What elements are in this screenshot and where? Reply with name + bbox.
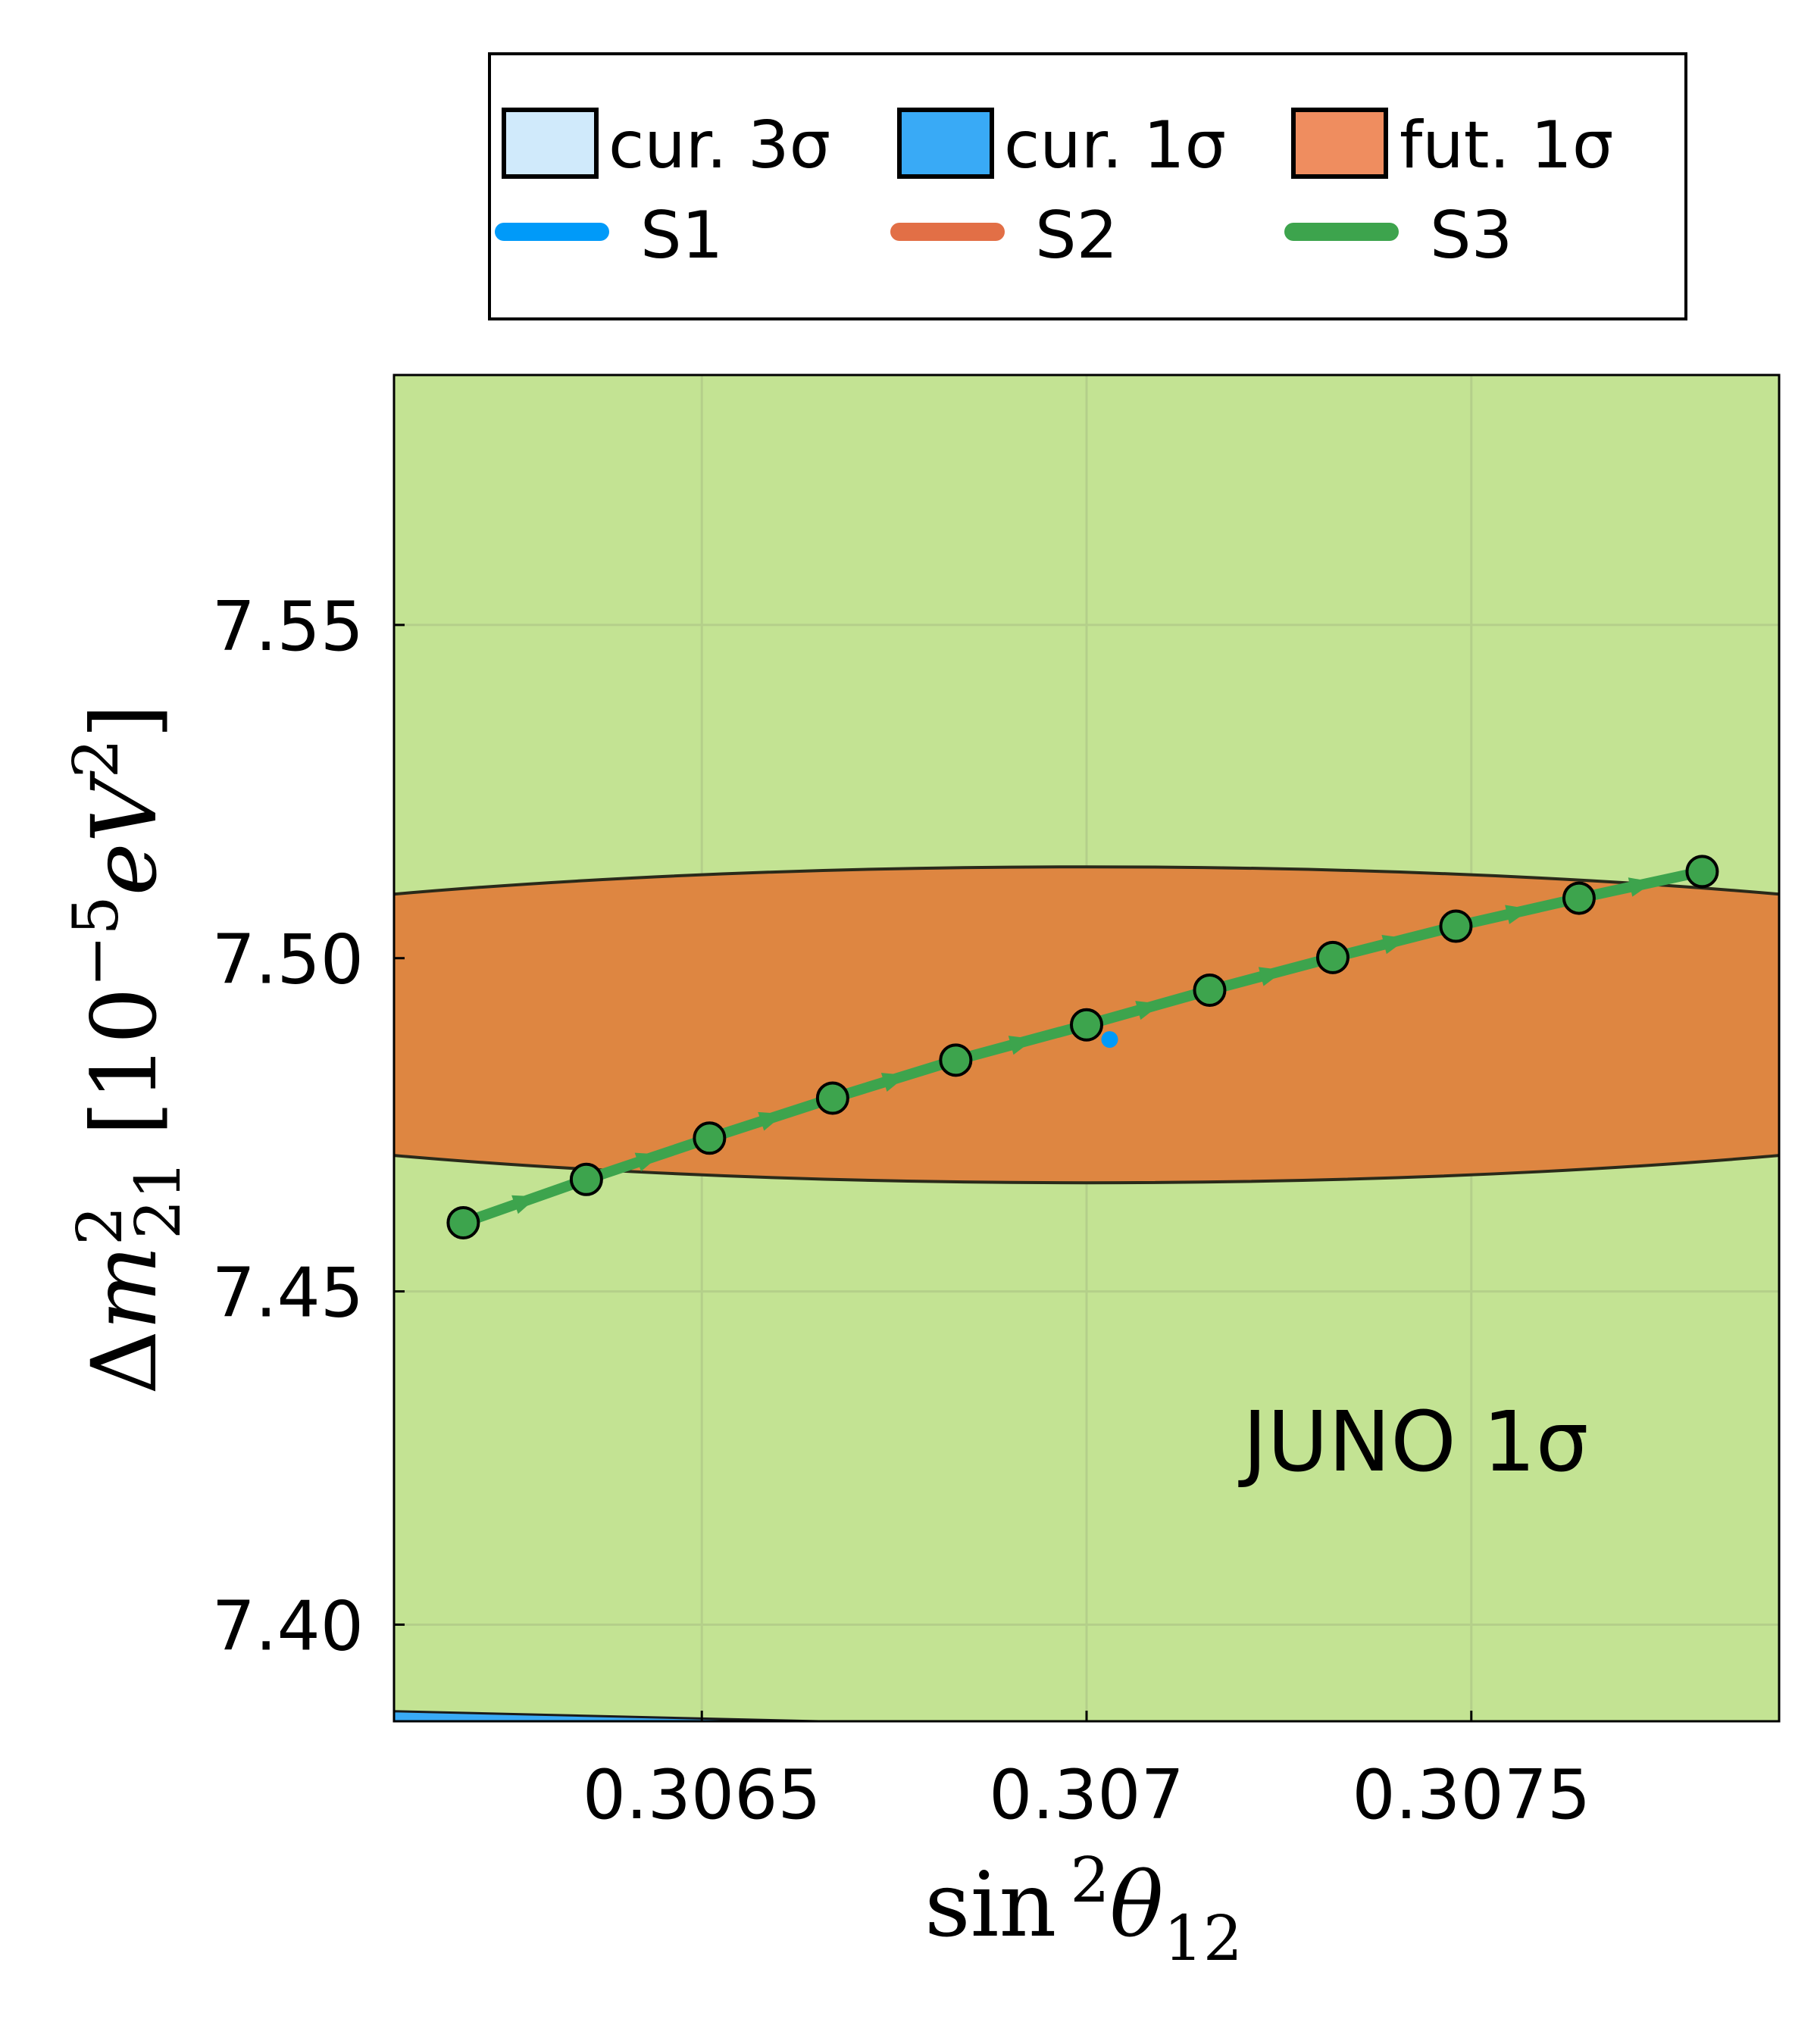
s3-point-7 [1315,940,1349,974]
s3-arrow-9 [1628,877,1654,897]
s3-arrow-7 [1381,935,1408,955]
s3-arrow-3 [880,1073,908,1092]
s3-arrow-5 [1135,1001,1162,1020]
s3-arrow-2 [758,1111,784,1131]
s3-point-10 [1685,855,1719,889]
s3-point-2 [693,1121,727,1155]
juno-1sigma-ellipse [394,865,1779,1185]
legend-swatch-fut-1sigma [1291,108,1388,179]
legend-box [488,52,1687,320]
s3-point-9 [1562,881,1596,915]
legend-label-fut-1sigma: fut. 1σ [1399,108,1613,183]
s3-arrow-0 [511,1195,538,1214]
s3-arrow-8 [1505,905,1531,924]
x-tick-label-2: 0.3075 [1352,1755,1590,1835]
s3-point-6 [1193,973,1227,1007]
legend-label-cur-3sigma: cur. 3σ [608,108,830,183]
x-tick-label-1: 0.307 [989,1755,1184,1835]
series-s3 [446,855,1719,1239]
legend-label-s1: S1 [640,198,723,273]
s1-point-0 [1101,1031,1118,1049]
s3-point-4 [939,1043,973,1077]
legend-label-s2: S2 [1035,198,1118,273]
y-axis-ticks: 7.40 7.45 7.50 7.55 [212,587,405,1666]
y-tick-label-0: 7.40 [212,1586,364,1666]
s3-point-8 [1439,909,1473,943]
s3-point-0 [446,1205,480,1239]
annotation-juno: JUNO 1σ [1238,1393,1589,1490]
x-axis-title: sin 2θ12 [924,1845,1243,1975]
s3-point-5 [1070,1008,1103,1042]
cur-1sigma-region [394,1710,819,1721]
legend-swatch-cur-1sigma [897,108,994,179]
legend-label-cur-1sigma: cur. 1σ [1004,108,1226,183]
y-axis-title: Δm221[10−5eV2] [61,704,195,1395]
legend: cur. 3σ cur. 1σ fut. 1σ S1 S2 S3 [488,52,1687,320]
s3-point-1 [569,1162,603,1196]
s3-point-3 [815,1081,849,1115]
s3-arrow-6 [1258,967,1285,986]
x-axis-ticks: 0.3065 0.307 0.3075 [583,1711,1590,1835]
s3-arrow-1 [634,1152,661,1172]
y-tick-label-3: 7.55 [212,587,364,667]
x-tick-label-0: 0.3065 [583,1755,821,1835]
y-tick-label-1: 7.45 [212,1254,364,1333]
series-s1 [1101,1031,1118,1049]
y-tick-label-2: 7.50 [212,920,364,1000]
legend-label-s3: S3 [1430,198,1512,273]
legend-swatch-cur-3sigma [502,108,599,179]
s3-arrow-4 [1008,1036,1035,1055]
